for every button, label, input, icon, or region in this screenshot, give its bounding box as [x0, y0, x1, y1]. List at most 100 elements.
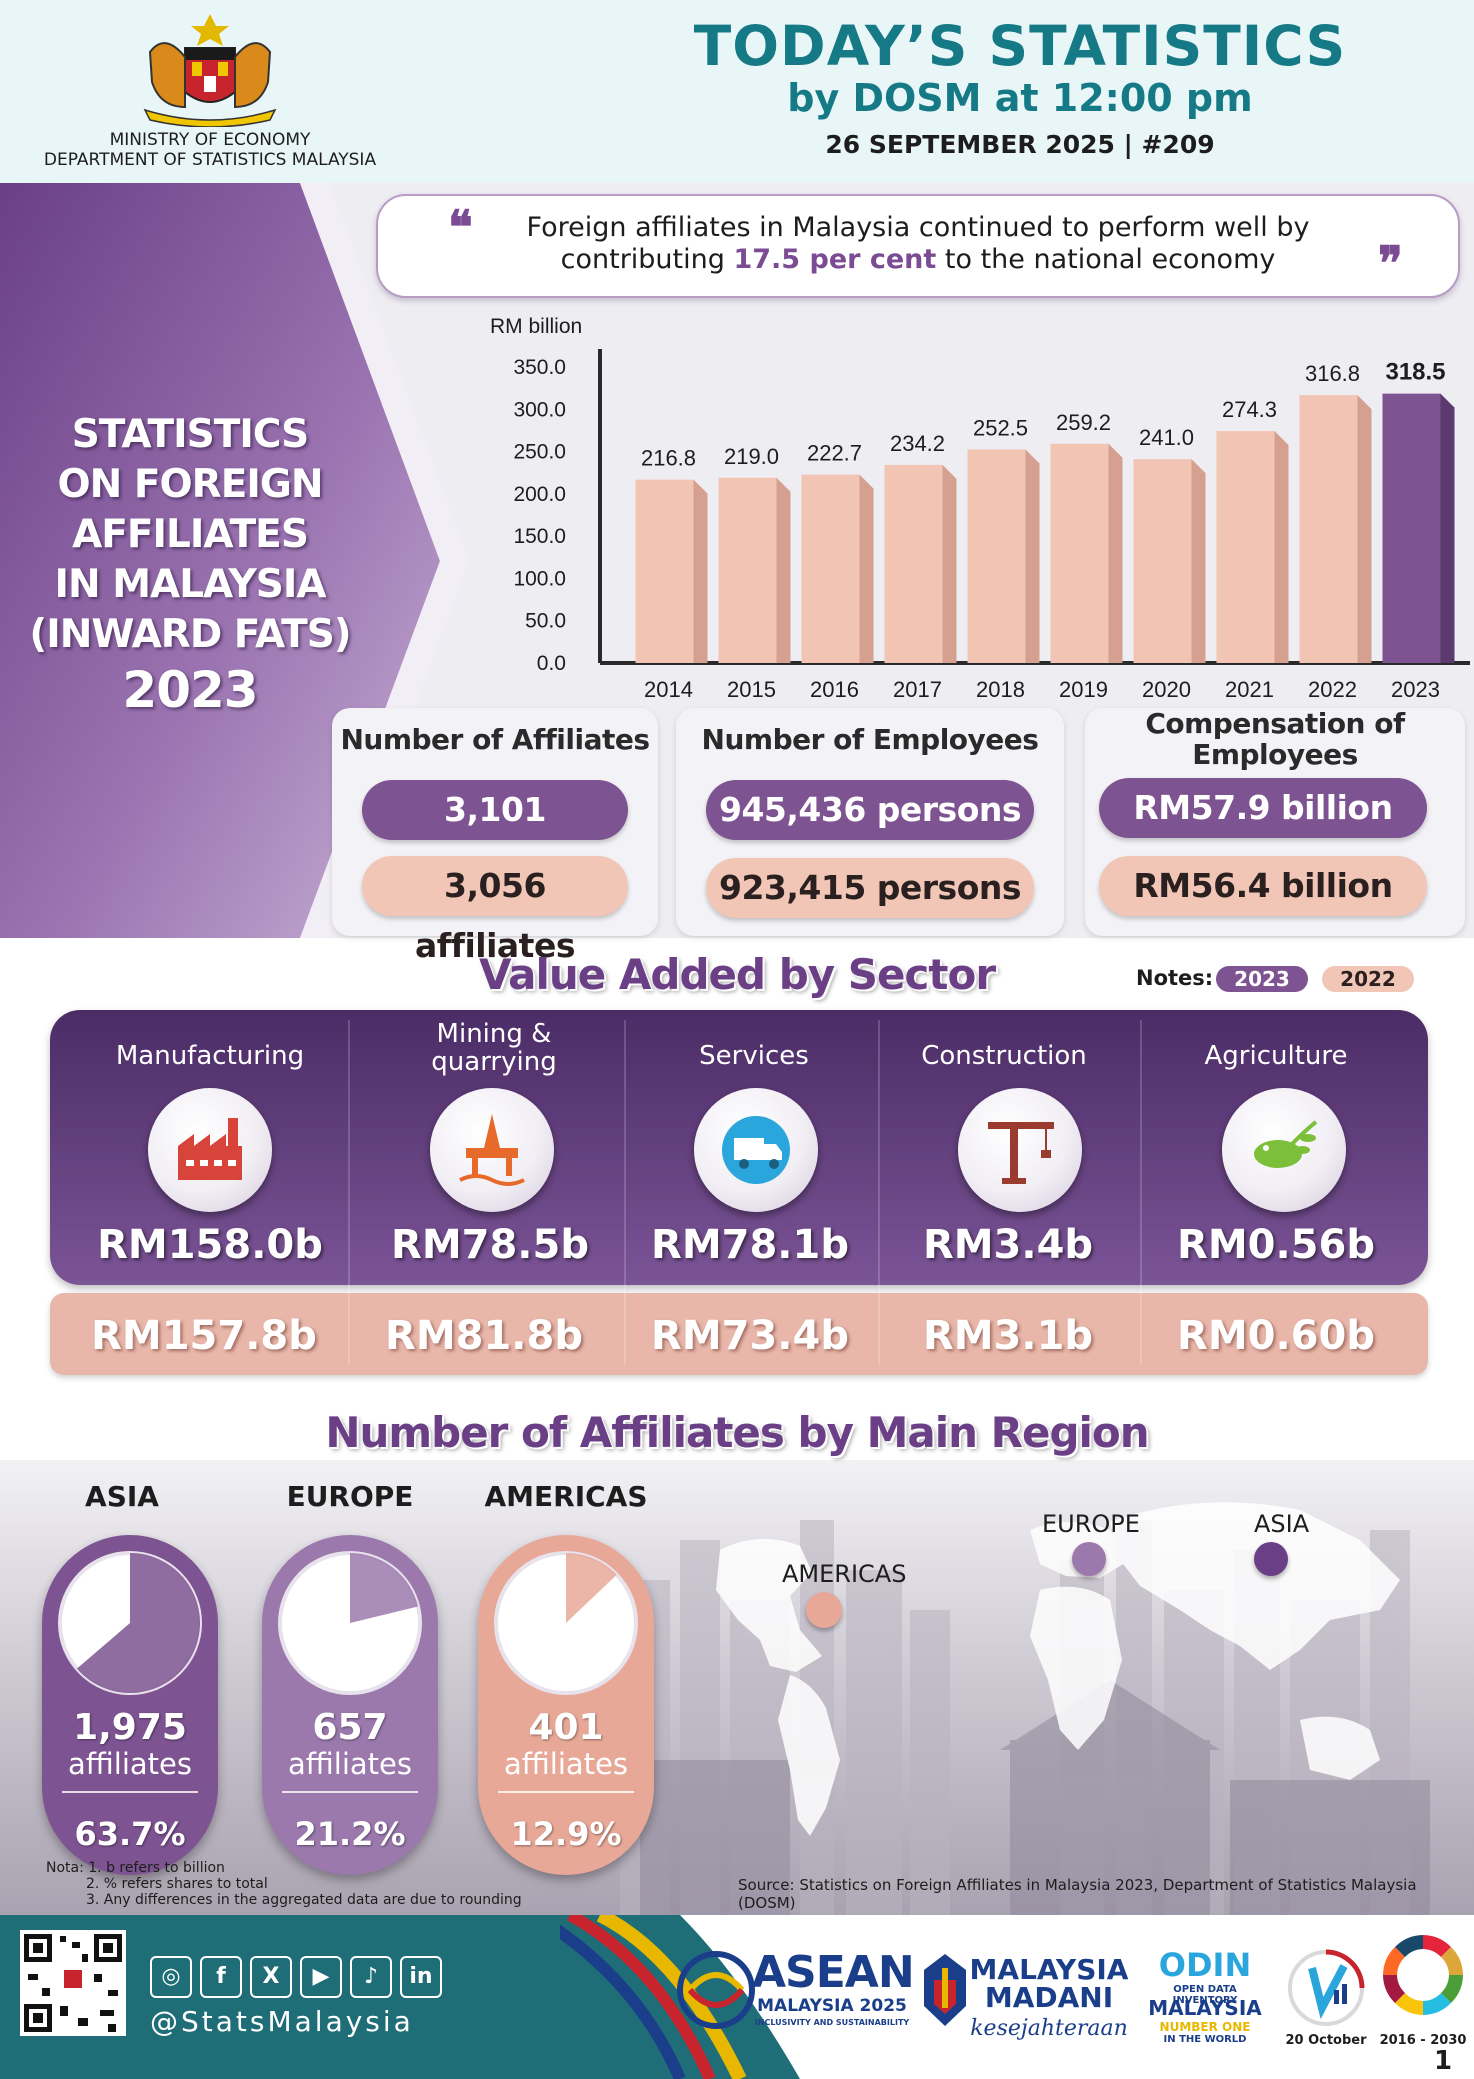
- madani-logo-text: MADANI: [984, 1981, 1114, 2014]
- data-label: 219.0: [724, 444, 779, 469]
- hero-title-line: ON FOREIGN: [57, 462, 324, 507]
- region-share: 21.2%: [294, 1815, 406, 1853]
- compensation-2022: RM56.4 billion: [1099, 856, 1427, 916]
- sector-value-2023: RM78.1b: [651, 1222, 849, 1268]
- map-marker-asia: [1254, 1542, 1288, 1576]
- hero-title-line: (INWARD FATS): [29, 612, 351, 657]
- employees-card: Number of Employees 945,436 persons 923,…: [676, 708, 1064, 936]
- statistics-day-logo-icon: [1288, 1949, 1365, 2026]
- page-number: 1: [1434, 2046, 1453, 2076]
- data-label: 259.2: [1056, 410, 1111, 435]
- madani-logo-icon: [924, 1954, 966, 2026]
- x-tick-label: 2023: [1391, 677, 1440, 702]
- qr-code[interactable]: [20, 1930, 126, 2036]
- footnote-1: Nota: 1. b refers to billion: [46, 1860, 225, 1876]
- affiliates-title: Number of Affiliates: [340, 723, 650, 756]
- odin-logo-subtitle: OPEN DATA INVENTORY: [1172, 1984, 1238, 2006]
- facebook-icon[interactable]: f: [200, 1956, 242, 1998]
- x-tick-label: 2022: [1308, 677, 1357, 702]
- bar-side: [1440, 393, 1455, 663]
- bar-side: [776, 477, 791, 663]
- data-label: 274.3: [1222, 397, 1277, 422]
- legend-2022: 2022: [1322, 966, 1414, 992]
- value-added-chart: RM billion 350.0 300.0 250.0 200.0 150.0 100.0…: [490, 315, 1470, 702]
- region-share-pie: [278, 1551, 422, 1695]
- region-share: 63.7%: [74, 1815, 186, 1853]
- bar-2016: [801, 474, 860, 663]
- region-count: 657: [312, 1707, 388, 1748]
- instagram-icon[interactable]: ◎: [150, 1956, 192, 1998]
- pie-slice: [350, 1553, 419, 1623]
- bar-side: [1274, 431, 1289, 663]
- y-tick-label: 0.0: [537, 652, 566, 675]
- asean-logo-tagline: INCLUSIVITY AND SUSTAINABILITY: [754, 2018, 910, 2027]
- hero-year: 2023: [122, 661, 258, 719]
- region-asia-label: ASIA: [85, 1480, 159, 1513]
- asean-logo-text: ASEAN: [752, 1947, 915, 1998]
- data-label: 241.0: [1139, 425, 1194, 450]
- sdg-caption: 2016 - 2030: [1379, 2033, 1467, 2048]
- x-icon[interactable]: X: [250, 1956, 292, 1998]
- data-label: 316.8: [1305, 361, 1360, 386]
- y-tick-label: 200.0: [513, 483, 566, 506]
- value-added-title: Value Added by Sector: [478, 950, 996, 999]
- footnote-3: 3. Any differences in the aggregated dat…: [86, 1892, 522, 1908]
- bar-2023: [1382, 393, 1441, 663]
- divider: [1140, 1020, 1142, 1365]
- y-tick-label: 150.0: [513, 525, 566, 548]
- region-count: 1,975: [73, 1707, 187, 1748]
- map-label-asia: ASIA: [1254, 1510, 1310, 1538]
- close-quote-icon: ❞: [1378, 236, 1403, 290]
- odin-logo-rank-sub: IN THE WORLD: [1163, 2034, 1247, 2045]
- youtube-icon[interactable]: ▶: [300, 1956, 342, 1998]
- bar-side: [942, 464, 957, 663]
- x-tick-label: 2019: [1059, 677, 1108, 702]
- bar-side: [1191, 459, 1206, 663]
- sector-value-2022: RM157.8b: [91, 1313, 317, 1359]
- page-title: TODAY’S STATISTICS: [693, 14, 1347, 78]
- release-date: 26 SEPTEMBER 2025 | #209: [825, 130, 1215, 159]
- delivery-truck-icon: [694, 1088, 818, 1212]
- divider: [348, 1020, 350, 1365]
- compensation-2023: RM57.9 billion: [1099, 778, 1427, 838]
- quote-line-1: Foreign affiliates in Malaysia continued…: [526, 212, 1310, 243]
- linkedin-icon[interactable]: in: [400, 1956, 442, 1998]
- sector-manufacturing-label: Manufacturing: [115, 1041, 305, 1071]
- footnotes: Nota: 1. b refers to billion 2. % refers…: [46, 1860, 522, 1908]
- y-tick-label: 300.0: [513, 398, 566, 421]
- oil-rig-icon: [430, 1088, 554, 1212]
- x-tick-label: 2020: [1142, 677, 1191, 702]
- open-quote-icon: ❝: [448, 200, 473, 254]
- bar-2018: [967, 449, 1026, 663]
- asean-logo-icon: [677, 1951, 755, 2029]
- sector-value-2022: RM0.60b: [1177, 1313, 1375, 1359]
- region-share: 12.9%: [510, 1815, 622, 1853]
- region-europe-label: EUROPE: [286, 1480, 414, 1513]
- sector-construction-label: Construction: [921, 1041, 1087, 1071]
- tiktok-icon[interactable]: ♪: [350, 1956, 392, 1998]
- sector-value-2023: RM158.0b: [97, 1222, 323, 1268]
- department-name: DEPARTMENT OF STATISTICS MALAYSIA: [43, 150, 377, 170]
- region-share-pie: [494, 1551, 638, 1695]
- hero-title-line: STATISTICS: [71, 412, 310, 457]
- ministry-name: MINISTRY OF ECONOMY: [109, 130, 311, 150]
- data-label: 222.7: [807, 441, 862, 466]
- x-tick-label: 2017: [893, 677, 942, 702]
- sector-value-2022: RM3.1b: [922, 1313, 1094, 1359]
- bar-2020: [1133, 459, 1192, 663]
- quote-line-2: contributing 17.5 per cent to the nation…: [560, 244, 1276, 275]
- bar-2014: [635, 479, 694, 663]
- social-handle[interactable]: @StatsMalaysia: [150, 2005, 414, 2038]
- region-share-pie: [58, 1551, 202, 1695]
- affiliates-card: Number of Affiliates 3,101 affiliates 3,…: [332, 708, 658, 965]
- pie-slice: [566, 1553, 617, 1623]
- divider: [498, 1791, 634, 1793]
- y-tick-label: 250.0: [513, 441, 566, 464]
- madani-logo-text: MALAYSIA: [969, 1953, 1129, 1986]
- headline-quote: ❝ Foreign affiliates in Malaysia continu…: [376, 194, 1460, 298]
- divider: [62, 1791, 198, 1793]
- map-label-americas: AMERICAS: [782, 1560, 907, 1588]
- legend-label: Notes:: [1136, 966, 1214, 990]
- affiliates-2022: 3,056 affiliates: [362, 856, 628, 965]
- region-unit: affiliates: [503, 1747, 628, 1781]
